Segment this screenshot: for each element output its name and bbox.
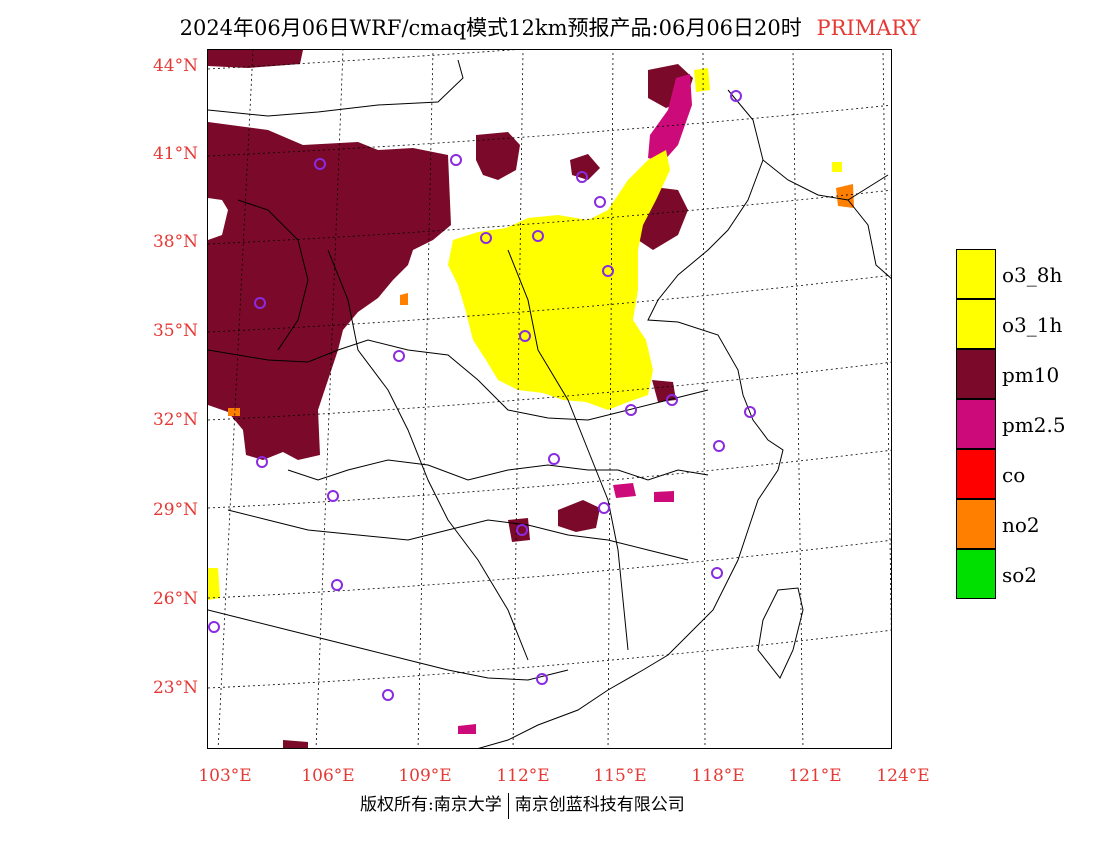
- o3-regions: [208, 68, 842, 600]
- legend-swatch: [956, 499, 996, 549]
- lon-label-112e: 112°E: [496, 766, 550, 786]
- lon-label-124e: 124°E: [876, 766, 930, 786]
- boundary-lines: [208, 59, 891, 748]
- legend-label: pm10: [1002, 363, 1060, 387]
- lon-label-106e: 106°E: [301, 766, 355, 786]
- legend-label: pm2.5: [1002, 413, 1066, 437]
- legend-item: co: [956, 449, 1026, 499]
- legend-item: o3_8h: [956, 249, 1062, 299]
- station-markers: [208, 90, 756, 701]
- lat-label-41n: 41°N: [152, 144, 198, 164]
- legend-item: pm10: [956, 349, 1059, 399]
- lon-label-121e: 121°E: [788, 766, 842, 786]
- legend-swatch: [956, 399, 996, 449]
- copyright-footer: 版权所有:南京大学 南京创蓝科技有限公司: [360, 790, 685, 819]
- lon-label-118e: 118°E: [691, 766, 745, 786]
- lat-label-38n: 38°N: [152, 232, 198, 252]
- lat-label-32n: 32°N: [152, 410, 198, 430]
- legend-label: o3_1h: [1002, 313, 1063, 337]
- legend-swatch: [956, 299, 996, 349]
- legend-item: o3_1h: [956, 299, 1062, 349]
- map-canvas: [208, 50, 891, 748]
- graticule: [208, 50, 891, 748]
- legend-swatch: [956, 549, 996, 599]
- lon-label-115e: 115°E: [593, 766, 647, 786]
- lon-label-103e: 103°E: [198, 766, 252, 786]
- lat-label-23n: 23°N: [152, 678, 198, 698]
- forecast-map: [207, 49, 892, 749]
- lat-label-26n: 26°N: [152, 589, 198, 609]
- legend-label: no2: [1002, 513, 1040, 537]
- legend-swatch: [956, 349, 996, 399]
- legend-label: so2: [1002, 563, 1038, 587]
- legend-item: no2: [956, 499, 1040, 549]
- lat-label-44n: 44°N: [152, 56, 198, 76]
- lat-label-35n: 35°N: [152, 321, 198, 341]
- copyright-right: 南京创蓝科技有限公司: [514, 795, 685, 815]
- legend-swatch: [956, 249, 996, 299]
- lat-label-29n: 29°N: [152, 500, 198, 520]
- pm25-regions: [458, 74, 692, 734]
- legend-swatch: [956, 449, 996, 499]
- title-text: 2024年06月06日WRF/cmaq模式12km预报产品:06月06日20时: [179, 16, 802, 40]
- title-tag: PRIMARY: [816, 16, 921, 40]
- legend-label: o3_8h: [1002, 263, 1063, 287]
- copyright-left: 版权所有:南京大学: [360, 795, 502, 815]
- pollutant-legend: o3_8h o3_1h pm10 pm2.5 co no2 so2: [956, 249, 1066, 599]
- legend-label: co: [1002, 463, 1026, 487]
- legend-item: so2: [956, 549, 1037, 599]
- footer-divider: [507, 792, 509, 819]
- legend-item: pm2.5: [956, 399, 1066, 449]
- map-title: 2024年06月06日WRF/cmaq模式12km预报产品:06月06日20时 …: [0, 12, 1100, 42]
- lon-label-109e: 109°E: [398, 766, 452, 786]
